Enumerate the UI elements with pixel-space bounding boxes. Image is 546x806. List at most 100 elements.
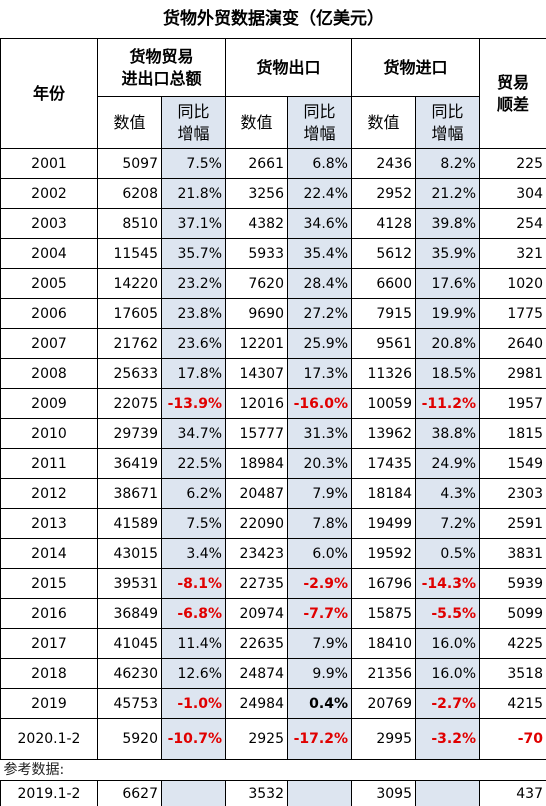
table-title: 货物外贸数据演变（亿美元）: [1, 0, 546, 39]
total-value-header: 数值: [98, 97, 162, 149]
balance-cell: 4225: [480, 629, 546, 659]
balance-cell: -70: [480, 719, 546, 760]
export-yoy-cell: 7.8%: [288, 509, 352, 539]
total-cell: 29739: [98, 419, 162, 449]
total-yoy-cell: 34.7%: [162, 419, 226, 449]
export-yoy-cell: -16.0%: [288, 389, 352, 419]
year-header: 年份: [1, 39, 98, 149]
total-cell: 25633: [98, 359, 162, 389]
export-cell: 22635: [226, 629, 288, 659]
year-cell: 2019.1-2: [1, 781, 98, 806]
import-cell: 5612: [352, 239, 416, 269]
import-yoy-cell: 18.5%: [416, 359, 480, 389]
total-yoy-cell: -6.8%: [162, 599, 226, 629]
total-cell: 45753: [98, 689, 162, 719]
total-cell: 21762: [98, 329, 162, 359]
balance-cell: 3518: [480, 659, 546, 689]
import-cell: 2952: [352, 179, 416, 209]
year-cell: 2005: [1, 269, 98, 299]
balance-cell: 2303: [480, 479, 546, 509]
export-yoy-cell: 34.6%: [288, 209, 352, 239]
trade-data-sheet: 货物外贸数据演变（亿美元） 年份 货物贸易进出口总额 货物出口 货物进口 贸易顺…: [0, 0, 546, 780]
total-cell: 5097: [98, 149, 162, 179]
import-cell: 7915: [352, 299, 416, 329]
import-yoy-cell: -11.2%: [416, 389, 480, 419]
balance-cell: 2640: [480, 329, 546, 359]
total-cell: 17605: [98, 299, 162, 329]
import-cell: 20769: [352, 689, 416, 719]
export-cell: 23423: [226, 539, 288, 569]
balance-cell: 321: [480, 239, 546, 269]
export-yoy-cell: 20.3%: [288, 449, 352, 479]
export-yoy-cell: 35.4%: [288, 239, 352, 269]
total-cell: 36419: [98, 449, 162, 479]
import-cell: 17435: [352, 449, 416, 479]
import-cell: 2436: [352, 149, 416, 179]
import-cell: 6600: [352, 269, 416, 299]
total-yoy-cell: 12.6%: [162, 659, 226, 689]
export-cell: 20974: [226, 599, 288, 629]
total-cell: 38671: [98, 479, 162, 509]
import-yoy-cell: 17.6%: [416, 269, 480, 299]
export-cell: 9690: [226, 299, 288, 329]
export-cell: 2925: [226, 719, 288, 760]
import-yoy-cell: 35.9%: [416, 239, 480, 269]
import-yoy-cell: 7.2%: [416, 509, 480, 539]
import-yoy-cell: -14.3%: [416, 569, 480, 599]
import-yoy-cell: 16.0%: [416, 659, 480, 689]
export-yoy-cell: 7.9%: [288, 629, 352, 659]
import-cell: 13962: [352, 419, 416, 449]
year-cell: 2006: [1, 299, 98, 329]
year-cell: 2015: [1, 569, 98, 599]
export-cell: 12016: [226, 389, 288, 419]
import-yoy-cell: 20.8%: [416, 329, 480, 359]
import-cell: 18410: [352, 629, 416, 659]
import-cell: 19592: [352, 539, 416, 569]
import-yoy-cell: 4.3%: [416, 479, 480, 509]
balance-cell: 1815: [480, 419, 546, 449]
export-yoy-cell: 6.0%: [288, 539, 352, 569]
balance-cell: 1549: [480, 449, 546, 479]
year-cell: 2003: [1, 209, 98, 239]
year-cell: 2019: [1, 689, 98, 719]
total-yoy-cell: [162, 781, 226, 806]
export-cell: 24984: [226, 689, 288, 719]
export-cell: 3256: [226, 179, 288, 209]
export-yoy-cell: -2.9%: [288, 569, 352, 599]
year-cell: 2009: [1, 389, 98, 419]
export-yoy-cell: 25.9%: [288, 329, 352, 359]
total-cell: 22075: [98, 389, 162, 419]
total-cell: 11545: [98, 239, 162, 269]
import-yoy-cell: 38.8%: [416, 419, 480, 449]
total-yoy-cell: 17.8%: [162, 359, 226, 389]
total-yoy-cell: 11.4%: [162, 629, 226, 659]
total-yoy-cell: 23.8%: [162, 299, 226, 329]
import-cell: 21356: [352, 659, 416, 689]
total-cell: 36849: [98, 599, 162, 629]
export-cell: 3532: [226, 781, 288, 806]
export-yoy-cell: -17.2%: [288, 719, 352, 760]
export-cell: 5933: [226, 239, 288, 269]
year-cell: 2014: [1, 539, 98, 569]
export-value-header: 数值: [226, 97, 288, 149]
export-yoy-cell: 6.8%: [288, 149, 352, 179]
export-cell: 18984: [226, 449, 288, 479]
total-cell: 41589: [98, 509, 162, 539]
year-cell: 2017: [1, 629, 98, 659]
balance-cell: 1020: [480, 269, 546, 299]
import-cell: 11326: [352, 359, 416, 389]
import-value-header: 数值: [352, 97, 416, 149]
total-cell: 46230: [98, 659, 162, 689]
